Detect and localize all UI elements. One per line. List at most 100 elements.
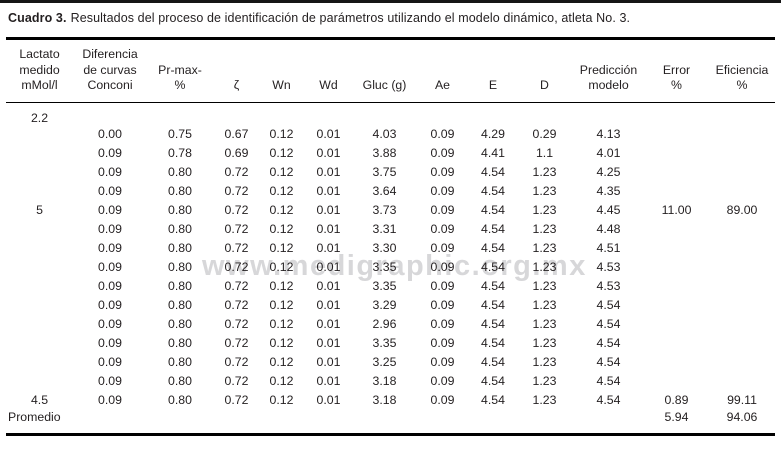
table-cell: 0.09 — [430, 146, 455, 160]
table-cell — [644, 102, 709, 125]
table-cell: 0.09 — [98, 146, 122, 160]
table-row: 5 0.09 0.80 0.72 0.12 0.01 3.73 0.09 4.54 1.23 4.4… — [6, 201, 775, 220]
table-cell: 0.72 — [224, 222, 249, 236]
column-header: Predicción modelo — [573, 40, 644, 103]
table-cell: 0.12 — [269, 317, 294, 331]
table-cell — [6, 372, 73, 391]
page-top-edge-line — [0, 0, 781, 3]
table-cell — [644, 220, 709, 239]
table-cell — [644, 239, 709, 258]
table-cell: 0.80 — [168, 336, 192, 350]
table-cell: 4.45 — [596, 203, 621, 217]
column-header: Pr-max- % — [147, 40, 213, 103]
table-cell: 0.72 — [224, 374, 249, 388]
table-cell: 0.09 — [98, 393, 122, 407]
table-cell: 0.12 — [269, 336, 294, 350]
table-cell — [644, 334, 709, 353]
watermark-text: www.medigraphic.org.mx — [202, 250, 587, 282]
table-cell: 0.01 — [316, 279, 341, 293]
table-cell: 3.25 — [372, 355, 397, 369]
table-row: 0.09 0.80 0.72 0.12 0.01 3.29 0.09 4.54 1.23 4.54 — [6, 296, 775, 315]
table-cell — [303, 102, 354, 125]
table-cell — [709, 277, 775, 296]
table-cell: 0.01 — [316, 260, 341, 274]
table-cell — [573, 102, 644, 125]
table-cell — [709, 102, 775, 125]
table-cell: 0.80 — [168, 165, 192, 179]
table-cell: 3.30 — [372, 241, 397, 255]
table-row: 0.09 0.78 0.69 0.12 0.01 3.88 0.09 4.41 1.1 4.01 — [6, 144, 775, 163]
table-cell — [573, 410, 644, 433]
table-cell — [6, 353, 73, 372]
table-cell: 1.23 — [532, 241, 557, 255]
table-cell: 4.54 — [481, 165, 505, 179]
table-cell: 0.80 — [168, 184, 192, 198]
table-cell: 0.01 — [316, 241, 341, 255]
table-cell: 0.72 — [224, 393, 249, 407]
table-cell: 4.54 — [596, 336, 621, 350]
table-cell: 3.88 — [372, 146, 397, 160]
table-cell: 0.01 — [316, 298, 341, 312]
table-cell: 0.80 — [168, 279, 192, 293]
table-cell — [415, 410, 470, 433]
column-header: Ae — [415, 40, 470, 103]
table-cell: 0.01 — [316, 355, 341, 369]
table-cell — [6, 277, 73, 296]
table-cell: 1.23 — [532, 298, 557, 312]
table-cell: 0.72 — [224, 165, 249, 179]
table-cell: 94.06 — [726, 409, 758, 424]
table-cell — [6, 163, 73, 182]
table-row: 0.09 0.80 0.72 0.12 0.01 3.31 0.09 4.54 1.23 4.48 — [6, 220, 775, 239]
table-cell — [260, 102, 303, 125]
table-cell: 0.09 — [430, 165, 455, 179]
table-row: 0.09 0.80 0.72 0.12 0.01 3.18 0.09 4.54 1.23 4.54 — [6, 372, 775, 391]
table-cell: 0.09 — [430, 203, 455, 217]
table-cell: 1.23 — [532, 222, 557, 236]
header-row: Lactato medido mMol/l Diferencia de curva… — [6, 40, 775, 103]
table-cell: 0.09 — [430, 374, 455, 388]
table-row: 0.09 0.80 0.72 0.12 0.01 3.35 0.09 4.54 1.23 4.53 — [6, 277, 775, 296]
table-cell — [73, 410, 147, 433]
table-cell — [644, 296, 709, 315]
table-cell: Promedio — [8, 409, 61, 424]
table-cell: 99.11 — [727, 393, 757, 407]
table-cell: 4.54 — [481, 184, 505, 198]
table-cell: 0.09 — [430, 184, 455, 198]
table-cell: 3.35 — [372, 336, 397, 350]
table-cell: 1.23 — [532, 317, 557, 331]
table-cell — [6, 182, 73, 201]
table-cell: 1.23 — [532, 393, 557, 407]
table-cell: 4.54 — [596, 317, 621, 331]
table-cell: 0.00 — [98, 127, 122, 141]
table-cell: 3.64 — [372, 184, 397, 198]
table-cell — [709, 334, 775, 353]
caption-text: Resultados del proceso de identificación… — [70, 11, 631, 25]
table-cell: 0.80 — [168, 374, 192, 388]
table-cell: 0.72 — [224, 317, 249, 331]
table-cell: 4.54 — [481, 260, 505, 274]
table-cell — [709, 353, 775, 372]
column-header: Eficiencia % — [709, 40, 775, 103]
table-cell — [516, 410, 573, 433]
table-cell: 0.09 — [98, 336, 122, 350]
table-cell: 1.23 — [532, 355, 557, 369]
table-cell: 0.12 — [269, 298, 294, 312]
table-row: 0.00 0.75 0.67 0.12 0.01 4.03 0.09 4.29 0.29 4.13 — [6, 125, 775, 144]
table-body: 2.2 0.00 0.75 0.67 0.12 0.01 4.03 0.09 4.29 0.29 4… — [6, 102, 775, 433]
column-header: E — [470, 40, 516, 103]
table-cell: 0.09 — [430, 241, 455, 255]
table-cell — [6, 144, 73, 163]
results-table-wrap: www.medigraphic.org.mx Lactato medido mM… — [6, 37, 775, 436]
table-cell: 4.54 — [596, 355, 621, 369]
table-cell — [6, 220, 73, 239]
table-cell: 0.09 — [98, 241, 122, 255]
table-cell: 4.35 — [596, 184, 621, 198]
table-cell: 0.12 — [269, 165, 294, 179]
table-cell — [644, 353, 709, 372]
table-cell — [260, 410, 303, 433]
table-cell: 0.12 — [269, 374, 294, 388]
table-cell: 0.12 — [269, 203, 294, 217]
table-cell — [354, 102, 415, 125]
table-cell: 4.54 — [481, 279, 505, 293]
table-cell: 0.72 — [224, 279, 249, 293]
